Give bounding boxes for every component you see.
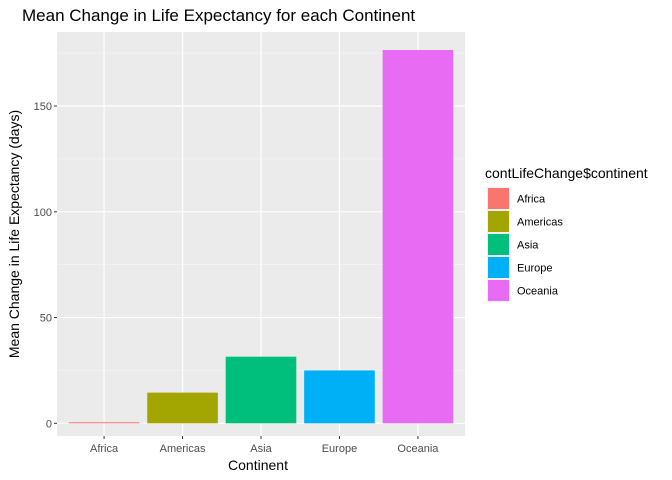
legend-label: Oceania bbox=[517, 286, 559, 298]
x-tick-label: Africa bbox=[90, 443, 119, 455]
bar-asia bbox=[225, 356, 297, 424]
y-tick-label: 50 bbox=[40, 313, 52, 325]
legend-swatch-africa bbox=[488, 188, 509, 209]
legend-swatch-oceania bbox=[488, 280, 509, 301]
x-tick-label: Americas bbox=[160, 443, 206, 455]
x-tick-label: Asia bbox=[250, 443, 272, 455]
y-tick-label: 150 bbox=[34, 101, 52, 113]
legend-label: Asia bbox=[517, 240, 539, 252]
bar-africa bbox=[68, 422, 140, 424]
x-tick-label: Europe bbox=[322, 443, 357, 455]
x-axis-title: Continent bbox=[228, 457, 288, 473]
legend-swatch-americas bbox=[488, 211, 509, 232]
legend-label: Europe bbox=[517, 263, 552, 275]
bar-oceania bbox=[382, 49, 454, 424]
legend-label: Americas bbox=[517, 217, 563, 229]
legend: contLifeChange$continent Africa Americas A… bbox=[485, 165, 648, 302]
bar-americas bbox=[147, 392, 218, 424]
legend-swatch-europe bbox=[488, 257, 509, 278]
y-axis-title: Mean Change in Life Expectancy (days) bbox=[6, 110, 22, 358]
legend-title: contLifeChange$continent bbox=[485, 165, 648, 181]
y-tick-label: 0 bbox=[46, 418, 52, 430]
bar-europe bbox=[304, 370, 375, 424]
legend-swatch-asia bbox=[488, 234, 509, 255]
x-tick-label: Oceania bbox=[397, 443, 439, 455]
y-tick-label: 100 bbox=[34, 207, 52, 219]
x-axis: Africa Americas Asia Europe Oceania bbox=[90, 436, 439, 455]
y-axis: 0 50 100 150 bbox=[34, 101, 57, 430]
bars bbox=[68, 49, 454, 424]
chart-title: Mean Change in Life Expectancy for each … bbox=[22, 6, 415, 25]
legend-label: Africa bbox=[517, 194, 546, 206]
